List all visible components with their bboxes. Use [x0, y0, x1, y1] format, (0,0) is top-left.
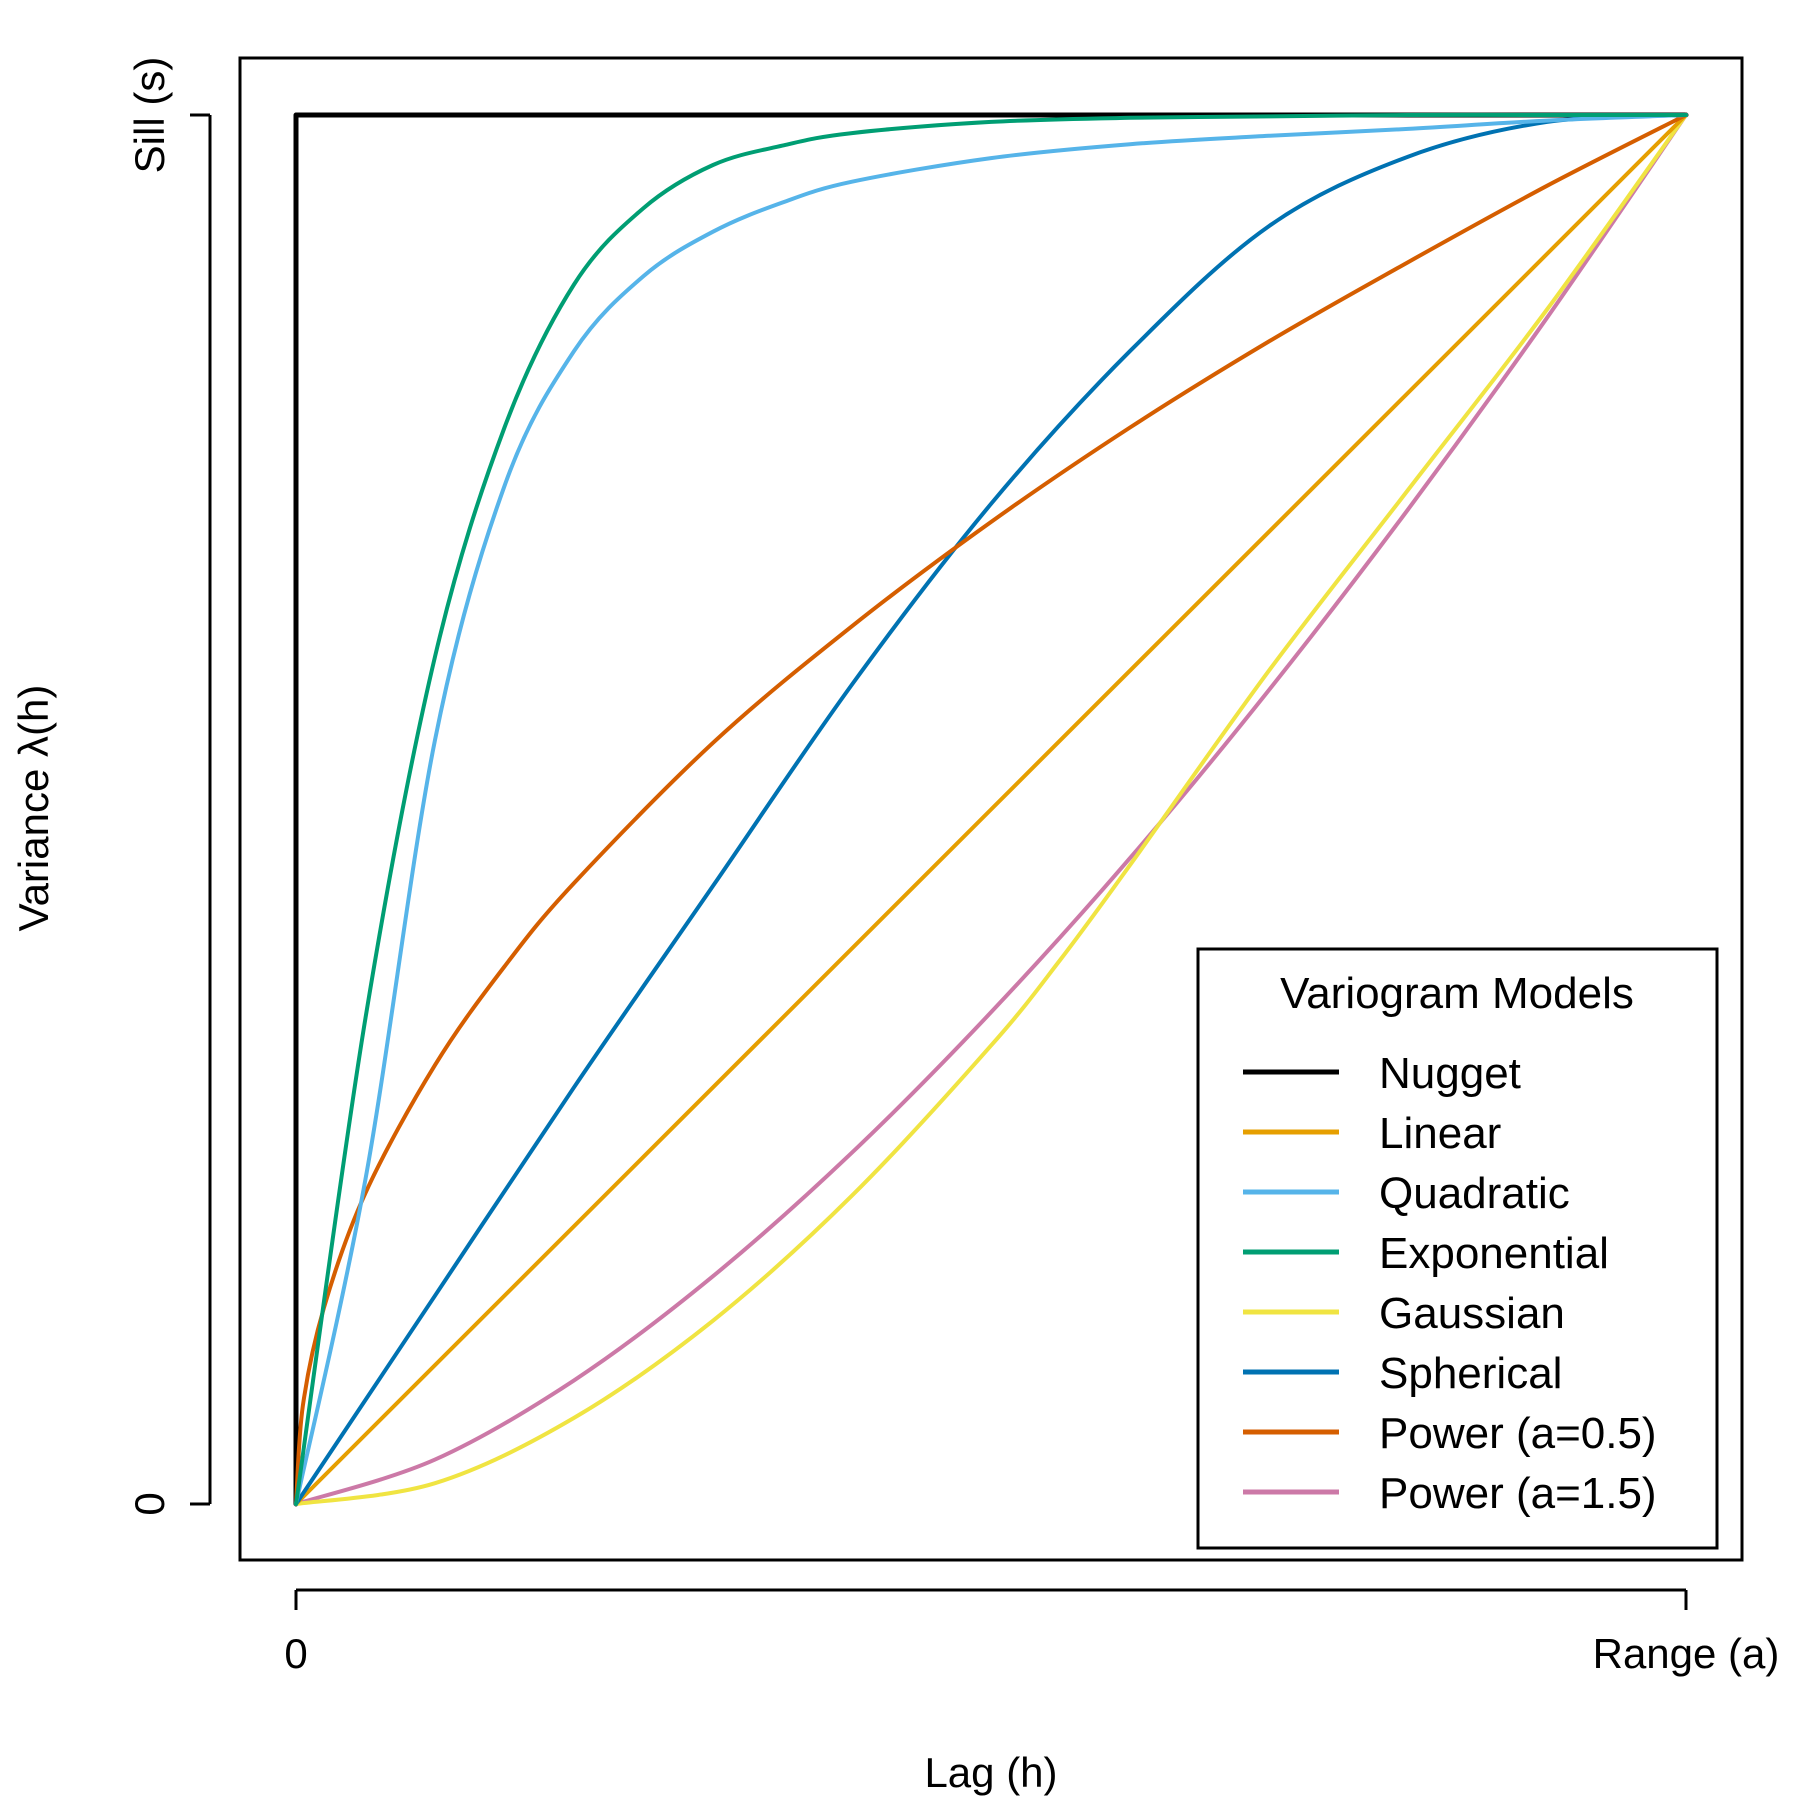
legend-label-exponential: Exponential [1379, 1229, 1609, 1278]
y-axis-title: Variance λ(h) [10, 685, 57, 932]
legend-label-power-a-1-5: Power (a=1.5) [1379, 1469, 1657, 1518]
legend-label-power-a-0-5: Power (a=0.5) [1379, 1409, 1657, 1458]
legend-label-nugget: Nugget [1379, 1049, 1521, 1098]
plot-frame [238, 56, 1744, 1562]
legend-items: Nugget Linear Quadratic Exponential Gaussian… [1243, 1049, 1657, 1518]
legend-label-linear: Linear [1379, 1109, 1501, 1158]
legend-label-gaussian: Gaussian [1379, 1289, 1565, 1338]
legend-label-spherical: Spherical [1379, 1349, 1562, 1398]
legend: Variogram Models Nugget Linear Quadratic Ex… [1196, 947, 1719, 1550]
x-tick-label: Range (a) [1593, 1630, 1780, 1677]
legend-title: Variogram Models [1280, 969, 1634, 1018]
series-line-gaussian [294, 113, 1688, 1506]
y-ticks: 0 Sill (s) [126, 57, 210, 1516]
series-line-power-a-0-5 [294, 113, 1688, 1506]
series-layer [293, 112, 1689, 1507]
x-tick-label: 0 [284, 1630, 307, 1677]
series-line-linear [294, 113, 1688, 1506]
series-line-exponential [294, 112, 1688, 1506]
series-line-power-a-1-5 [294, 113, 1688, 1506]
x-ticks: 0 Range (a) [284, 1590, 1779, 1677]
series-line-spherical [294, 113, 1688, 1506]
legend-label-quadratic: Quadratic [1379, 1169, 1570, 1218]
legend-frame [1196, 947, 1719, 1550]
series-line-quadratic [294, 113, 1688, 1506]
x-axis-title: Lag (h) [924, 1749, 1057, 1796]
y-tick-label: 0 [126, 1492, 173, 1515]
y-tick-label: Sill (s) [126, 57, 173, 174]
